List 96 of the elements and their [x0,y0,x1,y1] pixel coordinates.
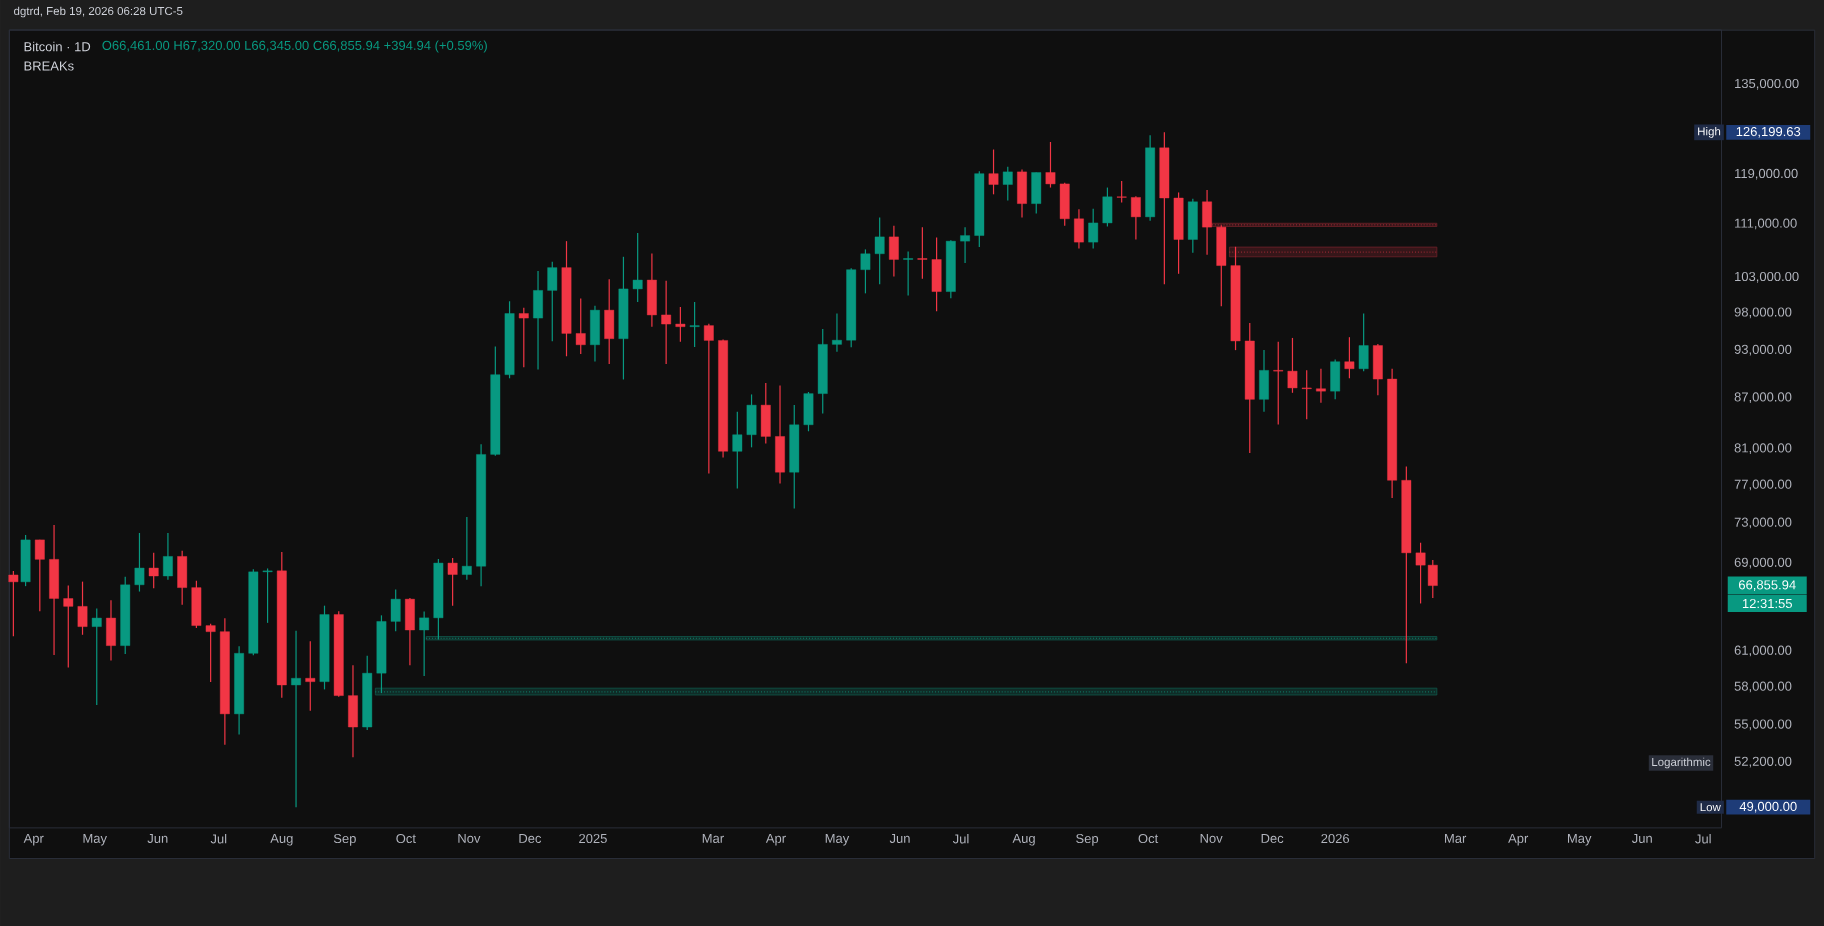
candlestick [689,301,700,348]
x-tick-label: Jun [147,833,168,843]
candlestick [1116,180,1127,203]
y-tick-label: 77,000.00 [1734,479,1792,491]
candlestick [575,298,586,355]
x-tick-label: Aug [1012,833,1035,846]
text: dgtrd, Feb 19, 2026 06:28 UTC-5 [14,6,183,18]
candlestick [291,630,301,808]
y-tick-label: 52,200.00 [1734,756,1792,768]
text: 49,000.00 [1739,801,1797,813]
candlestick [874,216,885,285]
x-tick-label: 2026 [1321,833,1350,844]
candlestick [1287,337,1298,394]
annotation: BREAKs [24,61,74,71]
candlestick [1301,369,1312,420]
candlestick [134,532,145,593]
x-tick-label: Jun [889,833,910,843]
y-tick-label: 98,000.00 [1734,307,1792,319]
candlestick [703,323,714,475]
x-tick-label: May [1567,833,1592,846]
annotation: Logarithmic [1652,757,1711,769]
candlestick [461,516,472,581]
y-tick-label: 93,000.00 [1734,344,1792,356]
text: Bitcoin · 1D [24,41,91,52]
candlestick [262,567,273,624]
candlestick [1131,195,1141,241]
y-tick-label: 119,000.00 [1735,168,1798,180]
y-tick-label: 111,000.00 [1735,218,1797,230]
y-tick-label: 73,000.00 [1734,517,1792,529]
y-tick-label: 69,000.00 [1734,557,1792,569]
y-tick-label: 135,000.00 [1735,78,1799,90]
candlestick [1273,341,1284,426]
candlestick [518,307,529,368]
x-tick-label: Nov [1200,833,1223,843]
y-tick-label: 61,000.00 [1734,645,1792,657]
x-tick-label: Oct [1138,833,1159,844]
y-tick-label: 87,000.00 [1734,392,1792,404]
candlestick [832,312,842,353]
candlestick [77,581,88,636]
annotation: Low [1700,803,1721,812]
x-tick-label: Aug [270,833,293,846]
text: 126,199.63 [1736,126,1801,138]
candlestick [8,570,19,637]
text: 12:31:55 [1742,598,1792,609]
x-tick-label: Mar [702,833,724,843]
x-tick-label: Apr [765,833,786,846]
x-tick-label: May [825,833,850,846]
x-tick-label: Jul [210,833,227,844]
x-tick-label: Jun [1631,833,1652,843]
x-tick-label: Sep [333,833,356,846]
annotation: High [1698,127,1721,138]
candlestick [547,261,558,342]
x-tick-label: Dec [519,833,542,843]
x-tick-label: 2025 [579,833,607,844]
candlestick [163,532,173,581]
x-tick-label: Apr [23,833,44,846]
x-tick-label: Sep [1076,833,1099,846]
candlestick [1358,312,1369,372]
candlestick [1002,166,1013,202]
candlestick [390,588,401,632]
candlestick [34,539,45,612]
candlestick [988,148,999,195]
candlestick [632,232,643,303]
candlestick [205,623,216,683]
candlestick [860,248,871,294]
text: 66,855.94 [1738,580,1796,591]
candlestick [1316,368,1326,404]
candlestick [447,557,458,607]
x-tick-label: Jul [952,833,969,844]
candlestick [732,411,743,490]
candlestick [960,226,970,264]
candlestick [889,225,899,278]
y-tick-label: 81,000.00 [1734,443,1792,455]
candlestick [1074,208,1084,250]
x-tick-label: Mar [1445,833,1467,843]
x-tick-label: Nov [458,833,481,843]
candlestick [661,280,672,365]
annotation: O66,461.00 H67,320.00 L66,345.00 C66,855.94 +394.94 (+0.59%) [102,40,487,53]
x-tick-label: Jul [1695,833,1711,844]
candlestick [91,608,102,706]
candlestick [1045,141,1056,189]
candlestick [903,250,914,297]
candlestick [63,584,74,669]
x-tick-label: May [83,833,107,846]
y-tick-label: 103,000.00 [1735,271,1799,283]
x-tick-label: Apr [1508,833,1529,846]
x-tick-label: Dec [1261,833,1284,843]
candlestick [148,552,159,589]
y-tick-label: 55,000.00 [1734,719,1792,731]
candlestick [1088,208,1099,250]
x-tick-label: Oct [396,833,416,844]
candlestick [917,226,928,280]
y-tick-label: 58,000.00 [1734,681,1792,693]
candlestick [305,640,316,712]
candlestick [675,306,686,343]
candlestick [1344,336,1355,379]
